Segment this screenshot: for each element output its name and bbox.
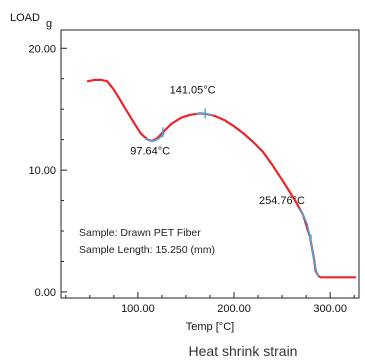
sample-info-line-1: Sample: Drawn PET Fiber (79, 227, 201, 239)
marker-group (162, 108, 312, 245)
x-tick-label: 100.00 (121, 303, 155, 315)
y-tick-label: 10.00 (28, 165, 56, 177)
y-tick-label: 0.00 (35, 287, 56, 299)
x-axis-ticks: 100.00 200.00 300.00 (121, 292, 347, 315)
highlight-group (144, 112, 320, 277)
temperature-annotation: 141.05°C (170, 84, 216, 96)
y-axis-unit: g (46, 18, 52, 30)
temperature-annotation: 254.76°C (259, 195, 305, 207)
series-line (86, 78, 357, 279)
sample-info-line-2: Sample Length: 15.250 (mm) (79, 244, 215, 256)
y-tick-label: 20.00 (28, 43, 56, 55)
annotation-group: 97.64°C 141.05°C 254.76°C (130, 84, 305, 207)
highlight-segment (144, 132, 165, 142)
y-axis-ticks: 0.00 10.00 20.00 (28, 43, 67, 299)
highlight-segment (195, 112, 213, 116)
minor-ticks (61, 78, 355, 298)
figure-caption: Heat shrink strain (189, 343, 298, 359)
y-axis-title: LOAD (10, 12, 40, 24)
x-tick-label: 200.00 (217, 303, 251, 315)
series-group (86, 78, 357, 279)
highlight-segment (298, 208, 320, 277)
x-tick-label: 300.00 (313, 303, 347, 315)
temperature-annotation: 97.64°C (130, 145, 170, 157)
x-axis-title: Temp [°C] (186, 321, 234, 333)
